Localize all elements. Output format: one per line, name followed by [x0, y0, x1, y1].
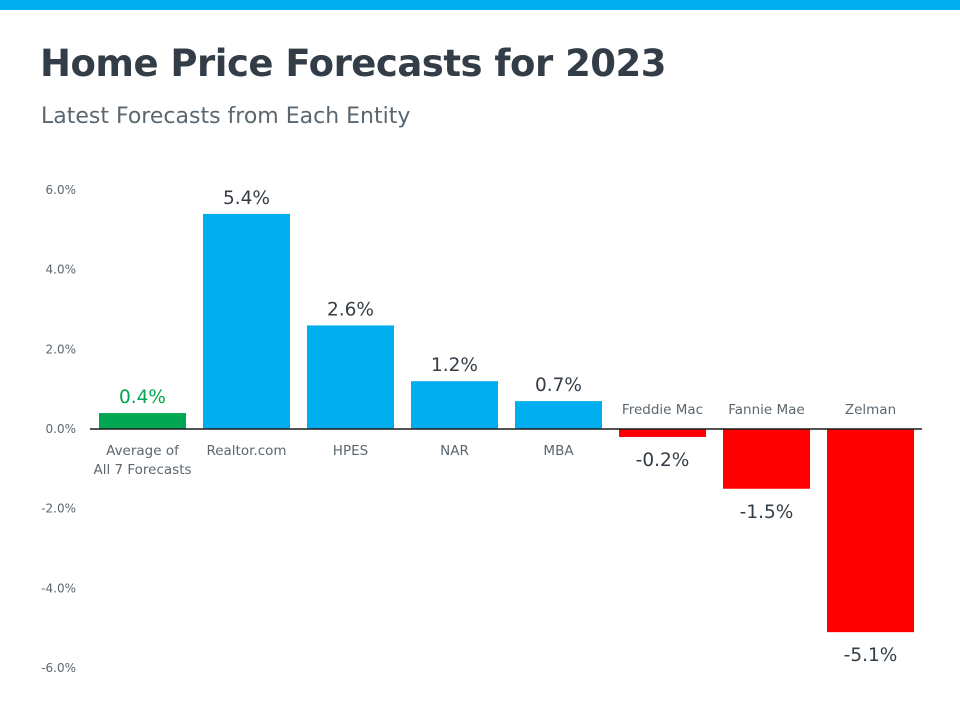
value-label: 0.4% [119, 387, 166, 408]
y-tick-label: 2.0% [46, 342, 77, 356]
bar [723, 429, 810, 489]
y-tick-label: -4.0% [41, 581, 76, 595]
category-label: Average of All 7 Forecasts [93, 443, 191, 478]
bar [307, 325, 394, 429]
bar [827, 429, 914, 633]
value-label: 5.4% [223, 188, 270, 209]
bar [99, 413, 186, 429]
y-tick-label: -6.0% [41, 661, 76, 675]
bar [411, 381, 498, 429]
y-axis: 6.0% 4.0% 2.0% 0.0% -2.0% -4.0% -6.0% [41, 183, 76, 675]
bar [515, 401, 602, 429]
y-tick-label: 4.0% [46, 263, 77, 277]
chart-title: Home Price Forecasts for 2023 [40, 42, 667, 85]
value-label: 2.6% [327, 299, 374, 320]
category-label: MBA [543, 443, 574, 459]
value-labels: 0.4% 5.4% 2.6% 1.2% 0.7% -0.2% -1.5% -5.1% [119, 188, 897, 666]
value-label: 1.2% [431, 355, 478, 376]
y-tick-label: 0.0% [46, 422, 77, 436]
category-label: Realtor.com [206, 443, 286, 459]
chart-subtitle: Latest Forecasts from Each Entity [41, 104, 411, 129]
bar [619, 429, 706, 437]
value-label: -5.1% [844, 645, 898, 666]
category-label: Fannie Mae [728, 402, 805, 418]
category-label: Zelman [845, 402, 896, 418]
y-tick-label: 6.0% [46, 183, 77, 197]
category-label: NAR [440, 443, 469, 459]
category-label: HPES [333, 443, 368, 459]
value-label: 0.7% [535, 375, 582, 396]
category-label: Freddie Mac [622, 402, 703, 418]
value-label: -0.2% [636, 450, 690, 471]
y-tick-label: -2.0% [41, 502, 76, 516]
bars [99, 213, 914, 633]
top-accent-bar [0, 0, 960, 10]
bar [203, 213, 290, 429]
category-labels: Average of All 7 Forecasts Realtor.com HPES… [93, 402, 896, 478]
value-label: -1.5% [740, 502, 794, 523]
